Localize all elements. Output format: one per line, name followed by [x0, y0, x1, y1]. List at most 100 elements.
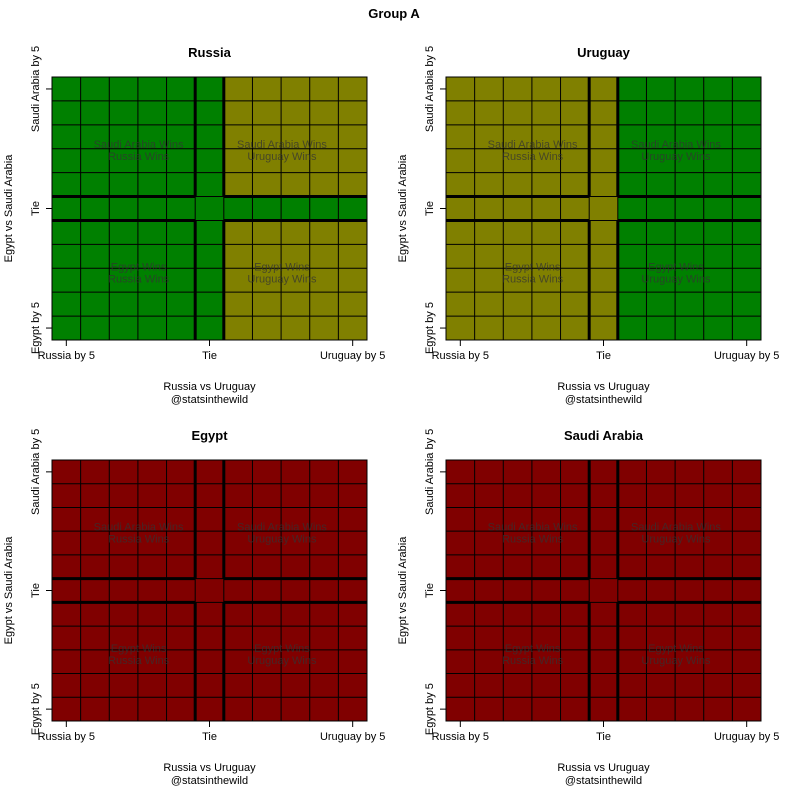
- quadrant-label: Egypt Wins: [505, 261, 561, 273]
- heatmap-cell: [732, 602, 761, 627]
- heatmap-cell: [109, 554, 138, 579]
- heatmap-cell: [195, 626, 224, 650]
- heatmap-cell: [474, 196, 504, 221]
- heatmap-cell: [309, 554, 339, 579]
- heatmap-cell: [195, 507, 224, 532]
- heatmap-cell: [703, 626, 733, 650]
- heatmap-cell: [560, 554, 590, 579]
- heatmap-cell: [109, 196, 138, 221]
- heatmap-cell: [137, 626, 167, 650]
- heatmap-cell: [675, 268, 704, 293]
- heatmap-cell: [281, 531, 310, 555]
- heatmap-cell: [560, 602, 590, 627]
- heatmap-cell: [166, 483, 196, 508]
- x-tick-label: Uruguay by 5: [320, 350, 385, 362]
- heatmap-cell: [703, 244, 733, 269]
- heatmap-cell: [732, 578, 761, 603]
- heatmap-cell: [137, 531, 167, 555]
- heatmap-cell: [109, 244, 138, 269]
- heatmap-cell: [80, 124, 110, 149]
- heatmap-cell: [281, 483, 310, 508]
- heatmap-cell: [503, 697, 532, 721]
- heatmap-cell: [446, 316, 475, 340]
- heatmap-cell: [195, 649, 224, 674]
- heatmap-cell: [80, 244, 110, 269]
- heatmap-cell: [589, 124, 618, 149]
- quadrant-label: Uruguay Wins: [247, 273, 317, 285]
- heatmap-cell: [166, 172, 196, 197]
- heatmap-cell: [531, 460, 561, 484]
- heatmap-cell: [531, 626, 561, 650]
- heatmap-cell: [675, 602, 704, 627]
- heatmap-cell: [223, 172, 253, 197]
- heatmap-cell: [252, 554, 282, 579]
- heatmap-cell: [474, 220, 504, 245]
- heatmap-cell: [309, 268, 339, 293]
- quadrant-label: Saudi Arabia Wins: [631, 139, 721, 151]
- heatmap-cell: [281, 148, 310, 173]
- heatmap-cell: [137, 268, 167, 293]
- heatmap-cell: [109, 460, 138, 484]
- credit-label: @statsinthewild: [171, 775, 248, 787]
- heatmap-cell: [646, 316, 676, 340]
- heatmap-cell: [617, 602, 647, 627]
- heatmap-cell: [195, 292, 224, 317]
- quadrant-label: Russia Wins: [108, 273, 170, 285]
- heatmap-cell: [309, 460, 339, 484]
- quadrant-label: Saudi Arabia Wins: [94, 521, 184, 533]
- chart-title: Uruguay: [577, 45, 631, 60]
- heatmap-cell: [52, 578, 81, 603]
- heatmap-cell: [531, 100, 561, 125]
- heatmap-cell: [281, 292, 310, 317]
- heatmap-cell: [617, 124, 647, 149]
- heatmap-cell: [137, 316, 167, 340]
- heatmap-cell: [309, 77, 339, 101]
- heatmap-cell: [646, 602, 676, 627]
- heatmap-cell: [474, 77, 504, 101]
- heatmap-cell: [338, 316, 367, 340]
- heatmap-cell: [338, 531, 367, 555]
- quadrant-label: Egypt Wins: [111, 643, 167, 655]
- y-tick-label: Saudi Arabia by 5: [30, 46, 42, 132]
- heatmap-cell: [474, 554, 504, 579]
- heatmap-cell: [223, 100, 253, 125]
- heatmap-cell: [560, 697, 590, 721]
- heatmap-cell: [223, 77, 253, 101]
- heatmap-cell: [252, 649, 282, 674]
- heatmap-cell: [675, 100, 704, 125]
- heatmap-cell: [503, 244, 532, 269]
- y-axis-label: Egypt vs Saudi Arabia: [397, 154, 409, 263]
- heatmap-cell: [309, 196, 339, 221]
- heatmap-cell: [166, 77, 196, 101]
- heatmap-cell: [675, 292, 704, 317]
- quadrant-label: Egypt Wins: [505, 643, 561, 655]
- heatmap-cell: [446, 172, 475, 197]
- heatmap-cell: [703, 507, 733, 532]
- quadrant-label: Russia Wins: [502, 655, 564, 667]
- heatmap-cell: [281, 268, 310, 293]
- heatmap-cell: [223, 578, 253, 603]
- heatmap-cell: [52, 268, 81, 293]
- heatmap-cell: [223, 649, 253, 674]
- heatmap-cell: [474, 507, 504, 532]
- heatmap-cell: [252, 673, 282, 698]
- heatmap-cell: [732, 507, 761, 532]
- heatmap-cell: [109, 292, 138, 317]
- heatmap-cell: [531, 172, 561, 197]
- heatmap-cell: [503, 292, 532, 317]
- heatmap-cell: [617, 673, 647, 698]
- heatmap-cell: [446, 673, 475, 698]
- heatmap-cell: [503, 673, 532, 698]
- heatmap-cell: [281, 626, 310, 650]
- heatmap-cell: [646, 148, 676, 173]
- heatmap-cell: [560, 172, 590, 197]
- heatmap-cell: [646, 124, 676, 149]
- heatmap-cell: [109, 697, 138, 721]
- y-tick-label: Saudi Arabia by 5: [30, 429, 42, 515]
- heatmap-cell: [446, 554, 475, 579]
- heatmap-cell: [166, 649, 196, 674]
- heatmap-cell: [474, 483, 504, 508]
- heatmap-cell: [281, 244, 310, 269]
- x-tick-label: Uruguay by 5: [320, 731, 385, 743]
